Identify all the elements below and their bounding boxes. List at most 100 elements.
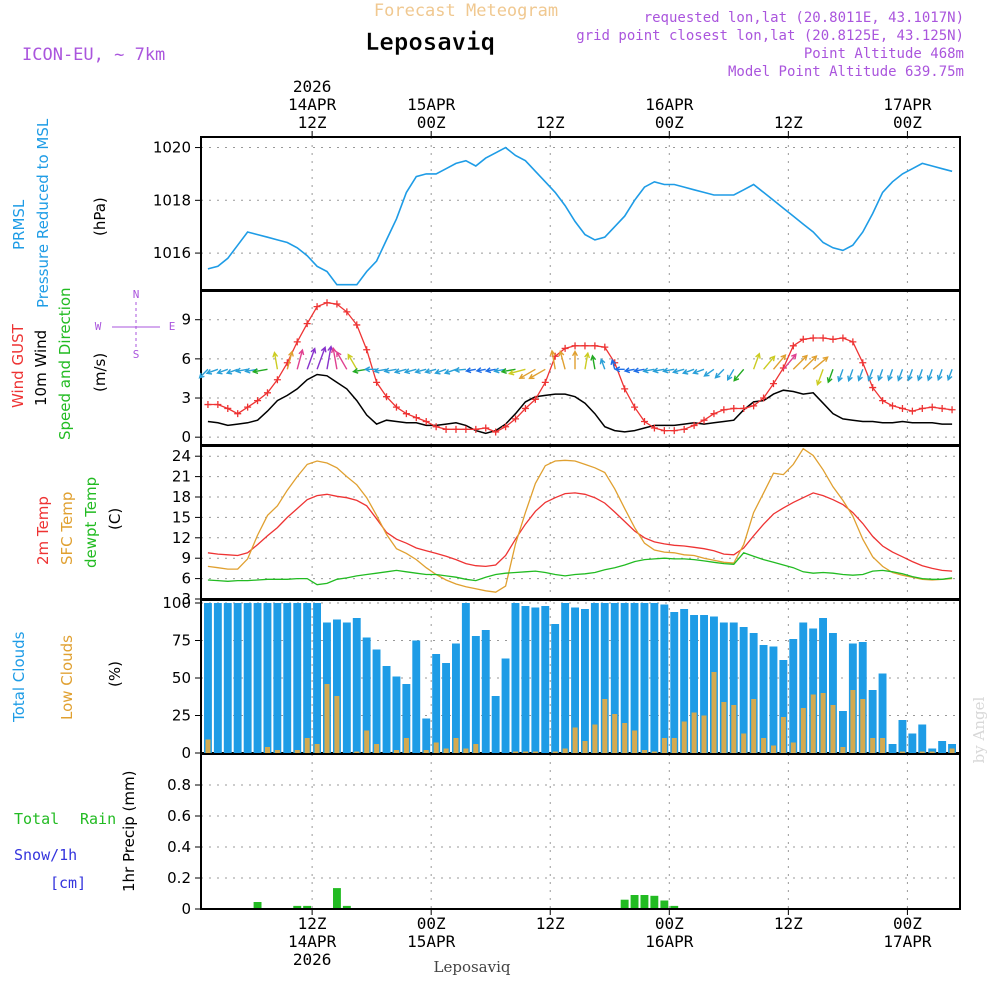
gust-marker <box>462 425 470 433</box>
gust-marker <box>789 342 797 350</box>
wind-direction-arrow <box>837 369 844 383</box>
clouds-panel: 0 25 50 75 100 <box>162 594 961 762</box>
total-clouds-bar <box>521 606 530 753</box>
gust-marker <box>263 389 271 397</box>
total-clouds-bar <box>819 618 827 753</box>
gust-marker <box>373 378 381 386</box>
low-clouds-bar <box>661 738 667 753</box>
wind-direction-arrow <box>414 368 427 374</box>
precip-total-label: Total <box>14 810 59 828</box>
gust-marker <box>690 421 698 429</box>
gust-marker <box>293 338 301 346</box>
precip-axis-labels: Total Rain Snow/1h [cm] 1hr Precip (mm) <box>14 771 138 892</box>
low-clouds-bar <box>691 712 697 753</box>
wind-direction-arrow <box>632 367 645 374</box>
low-clouds-bar <box>671 738 677 753</box>
total-clouds-bar <box>729 622 738 753</box>
total-clouds-label: Total Clouds <box>10 631 28 723</box>
wind-direction-arrow <box>393 368 407 375</box>
low-clouds-bar <box>423 750 429 753</box>
precip-panel: 0 0.2 0.4 0.6 0.8 <box>167 753 961 918</box>
gust-marker <box>710 410 718 418</box>
gust-marker <box>859 359 867 367</box>
clouds-axis-labels: Total Clouds Low Clouds (%) <box>10 631 124 723</box>
gust-marker <box>531 395 539 403</box>
low-clouds-bar <box>810 694 816 753</box>
sfc-temp-line <box>207 447 953 593</box>
total-clouds-bar <box>471 636 480 753</box>
total-clouds-bar <box>372 649 381 753</box>
low-clouds-bar <box>314 744 320 753</box>
wind-direction-arrow <box>826 369 834 384</box>
temp-unit: (C) <box>106 508 124 530</box>
total-clouds-bar <box>561 603 570 753</box>
gust-marker <box>730 404 738 412</box>
location-title: Leposaviq <box>365 28 495 56</box>
wind-direction-arrow <box>642 367 655 374</box>
total-clouds-bar <box>422 718 431 753</box>
gust-marker <box>204 401 212 409</box>
total-clouds-bar <box>432 654 441 753</box>
total-clouds-bar <box>660 604 669 753</box>
wind-direction-arrow <box>383 367 397 374</box>
rain-bar <box>630 895 639 909</box>
low-clouds-bar <box>463 748 469 753</box>
gust-marker <box>214 401 222 409</box>
wind-10m-line <box>207 373 953 435</box>
gust-marker <box>333 300 341 308</box>
dewpt-temp-line <box>207 552 953 586</box>
low-clouds-bar <box>304 738 310 753</box>
wind-direction-arrow <box>464 367 476 374</box>
time-label: 17APR <box>883 95 932 114</box>
low-clouds-bar <box>265 747 270 753</box>
gust-marker <box>273 376 281 384</box>
total-clouds-bar <box>213 603 222 753</box>
pressure-label-msl: Pressure Reduced to MSL <box>34 118 52 308</box>
low-clouds-bar <box>900 751 905 753</box>
wind-direction-arrow <box>296 348 305 370</box>
low-clouds-bar <box>433 742 439 753</box>
wind-direction-arrow <box>558 350 566 370</box>
total-clouds-bar <box>511 603 520 753</box>
ytick-label: 1018 <box>153 191 191 209</box>
gust-marker <box>472 425 480 433</box>
ytick-label: 9 <box>181 311 191 329</box>
total-clouds-bar <box>541 606 550 753</box>
gust-marker <box>412 414 420 422</box>
gust-marker <box>512 415 520 423</box>
total-clouds-bar <box>461 603 470 753</box>
gust-marker <box>571 342 579 350</box>
wind-direction-arrow <box>475 367 486 374</box>
gust-marker <box>353 321 361 329</box>
low-clouds-bar <box>780 717 786 753</box>
total-clouds-bar <box>928 748 937 753</box>
gust-marker <box>482 424 490 432</box>
compass-icon: N S W E <box>95 288 176 361</box>
low-clouds-bar <box>443 748 449 753</box>
rain-bar <box>660 900 669 909</box>
total-clouds-bar <box>243 603 252 753</box>
pressure-line <box>207 146 953 286</box>
total-clouds-bar <box>829 633 837 753</box>
total-clouds-bar <box>779 660 788 753</box>
low-clouds-bar <box>880 738 886 753</box>
total-clouds-bar <box>392 676 401 753</box>
gust-marker <box>799 335 807 343</box>
low-clouds-bar <box>711 672 717 753</box>
gust-marker <box>601 343 609 351</box>
low-clouds-bar <box>632 730 638 753</box>
wind-direction-arrow <box>251 368 268 375</box>
point-altitude: Point Altitude 468m <box>804 46 964 62</box>
ytick-label: 1020 <box>153 139 191 157</box>
time-label: 12Z <box>536 914 565 933</box>
requested-coords: requested lon,lat (20.8011E, 43.1017N) <box>644 10 964 26</box>
total-clouds-bar <box>442 663 450 753</box>
wind-direction-arrow <box>671 368 685 375</box>
gust-marker <box>938 404 946 412</box>
low-clouds-bar <box>374 744 380 753</box>
wind-direction-arrow <box>373 367 387 374</box>
gust-marker <box>254 397 262 405</box>
total-clouds-bar <box>809 628 818 753</box>
